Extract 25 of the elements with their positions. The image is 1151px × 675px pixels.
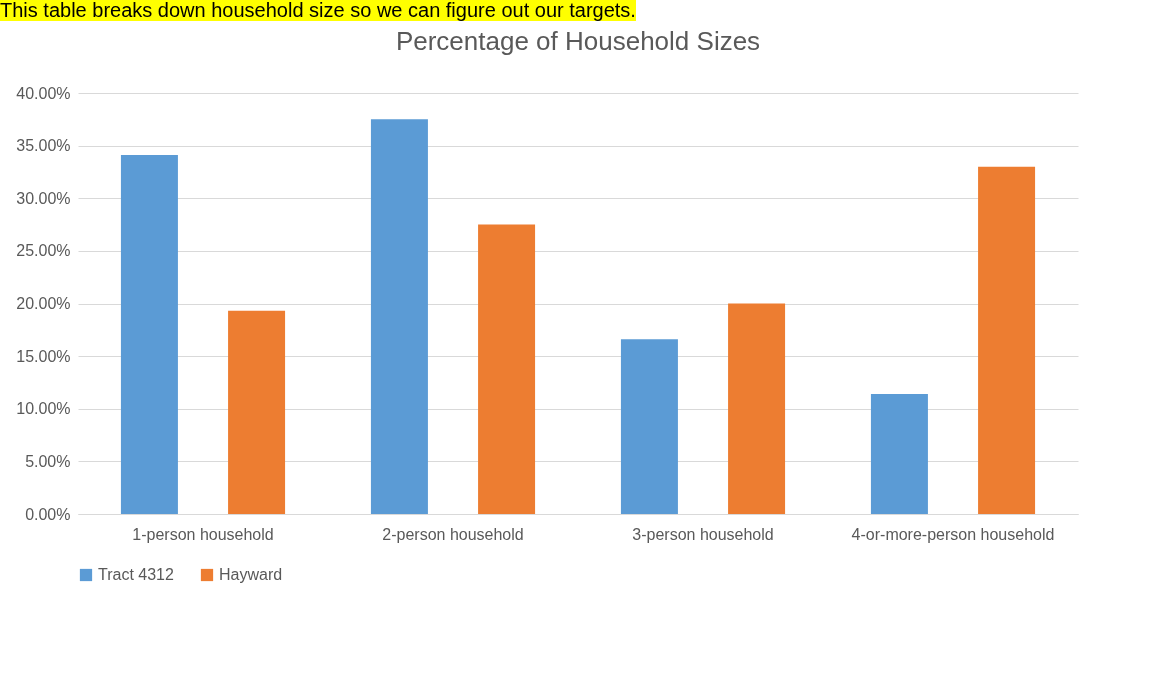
y-tick-label: 15.00% [16, 347, 71, 365]
y-tick-label: 0.00% [25, 505, 71, 523]
bar [370, 119, 428, 514]
bar [978, 166, 1036, 514]
y-tick-label: 10.00% [16, 400, 71, 418]
bar [478, 224, 536, 514]
bar [870, 394, 928, 514]
chart-title: Percentage of Household Sizes [395, 26, 761, 56]
x-tick-label: 3-person household [632, 525, 774, 543]
y-tick-label: 20.00% [16, 295, 71, 312]
legend-label: Tract 4312 [98, 566, 174, 583]
y-tick-label: 30.00% [16, 189, 71, 207]
x-tick-label: 1-person household [132, 525, 274, 543]
bar [120, 155, 178, 514]
legend-label: Hayward [219, 566, 283, 583]
text: This table breaks down household size so we can figure out our targets. [0, 0, 636, 21]
bar [620, 339, 678, 514]
bar [728, 303, 786, 514]
y-tick-label: 5.00% [25, 452, 71, 470]
bar [228, 310, 286, 514]
y-tick-label: 35.00% [16, 137, 71, 155]
x-tick-label: 2-person household [382, 525, 524, 543]
x-tick-label: 4-or-more-person household [851, 525, 1055, 543]
y-tick-label: 25.00% [16, 242, 71, 260]
y-tick-label: 40.00% [16, 84, 71, 102]
